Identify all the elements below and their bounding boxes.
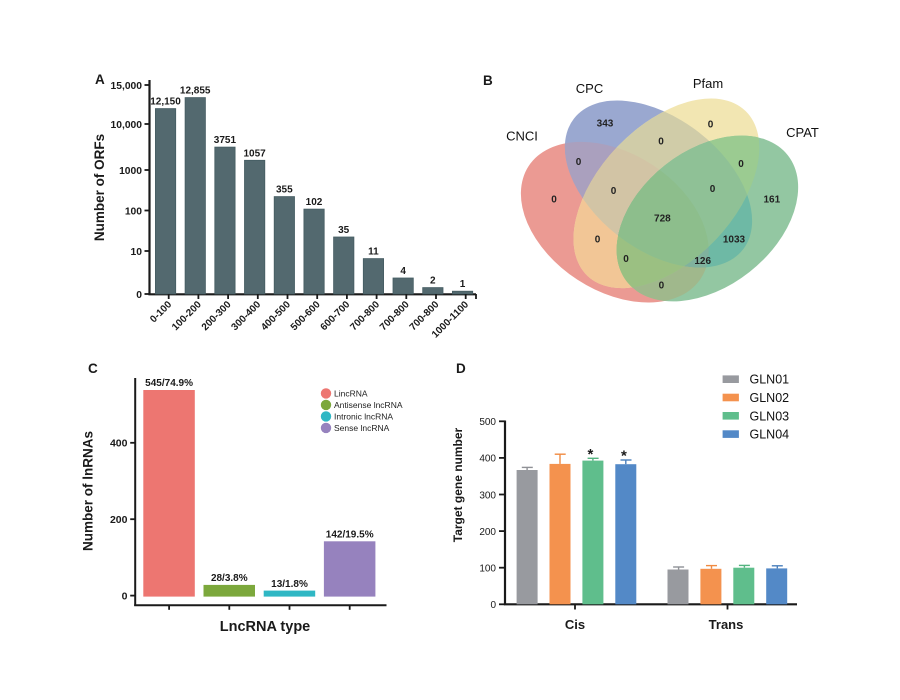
svg-text:Number of ORFs: Number of ORFs — [92, 134, 107, 241]
svg-text:0: 0 — [551, 194, 557, 205]
svg-text:300-400: 300-400 — [229, 299, 263, 333]
svg-text:Cis: Cis — [565, 617, 585, 632]
svg-text:400: 400 — [479, 454, 496, 465]
svg-text:0: 0 — [595, 234, 601, 245]
svg-text:Intronic lncRNA: Intronic lncRNA — [334, 411, 393, 421]
svg-text:400-500: 400-500 — [259, 299, 293, 333]
svg-text:142/19.5%: 142/19.5% — [326, 530, 374, 541]
svg-text:Sense lncRNA: Sense lncRNA — [334, 423, 390, 433]
svg-text:35: 35 — [338, 225, 350, 236]
svg-text:343: 343 — [597, 119, 614, 130]
svg-text:GLN01: GLN01 — [750, 373, 790, 387]
svg-text:2: 2 — [430, 276, 436, 287]
svg-text:100: 100 — [479, 564, 496, 575]
svg-text:1000: 1000 — [119, 166, 142, 177]
svg-text:126: 126 — [694, 256, 711, 267]
svg-text:1057: 1057 — [243, 148, 266, 159]
svg-text:4: 4 — [400, 266, 406, 277]
svg-text:0: 0 — [611, 186, 617, 197]
svg-text:0: 0 — [738, 159, 744, 170]
svg-text:200: 200 — [110, 514, 128, 526]
svg-text:Antisense lncRNA: Antisense lncRNA — [334, 400, 403, 410]
svg-text:0: 0 — [576, 157, 582, 168]
svg-text:0: 0 — [490, 600, 496, 611]
svg-text:CPC: CPC — [576, 81, 603, 96]
svg-text:728: 728 — [654, 214, 671, 225]
svg-text:3751: 3751 — [214, 135, 237, 146]
svg-text:A: A — [95, 72, 105, 87]
svg-text:10,000: 10,000 — [111, 120, 143, 131]
svg-text:CPAT: CPAT — [786, 125, 819, 140]
svg-text:28/3.8%: 28/3.8% — [211, 573, 248, 584]
svg-text:1033: 1033 — [723, 235, 746, 246]
svg-text:545/74.9%: 545/74.9% — [145, 378, 193, 389]
svg-text:C: C — [88, 361, 98, 376]
svg-text:1: 1 — [460, 279, 466, 290]
svg-text:Target gene number: Target gene number — [451, 427, 465, 542]
svg-text:15,000: 15,000 — [111, 81, 143, 92]
svg-text:100: 100 — [125, 206, 142, 217]
svg-text:10: 10 — [131, 247, 143, 258]
svg-text:0: 0 — [659, 281, 665, 292]
svg-text:0: 0 — [710, 184, 716, 195]
svg-text:13/1.8%: 13/1.8% — [271, 579, 308, 590]
svg-text:500: 500 — [479, 417, 496, 428]
svg-text:GLN02: GLN02 — [750, 391, 790, 405]
svg-text:0: 0 — [708, 120, 714, 131]
svg-text:12,855: 12,855 — [180, 86, 211, 97]
svg-text:700-800: 700-800 — [378, 299, 412, 333]
svg-text:161: 161 — [763, 194, 780, 205]
svg-text:*: * — [587, 446, 593, 463]
svg-text:300: 300 — [479, 490, 496, 501]
svg-text:700-800: 700-800 — [348, 299, 382, 333]
svg-text:B: B — [483, 73, 493, 88]
svg-text:*: * — [621, 448, 627, 465]
svg-text:Trans: Trans — [709, 617, 744, 632]
svg-text:400: 400 — [110, 438, 128, 450]
svg-text:11: 11 — [368, 247, 379, 258]
svg-text:LincRNA: LincRNA — [334, 388, 368, 398]
svg-text:Number of lnRNAs: Number of lnRNAs — [81, 431, 96, 551]
svg-text:CNCI: CNCI — [506, 129, 538, 144]
svg-text:600-700: 600-700 — [319, 299, 353, 333]
svg-text:0: 0 — [623, 254, 629, 265]
svg-text:0-100: 0-100 — [148, 299, 174, 325]
svg-text:Pfam: Pfam — [693, 76, 723, 91]
svg-text:355: 355 — [276, 185, 293, 196]
svg-text:102: 102 — [306, 197, 323, 208]
svg-text:LncRNA type: LncRNA type — [220, 619, 311, 635]
svg-text:100-200: 100-200 — [170, 299, 204, 333]
svg-text:D: D — [456, 361, 466, 376]
svg-text:500-600: 500-600 — [289, 299, 323, 333]
svg-text:200: 200 — [479, 527, 496, 538]
svg-text:0: 0 — [136, 290, 142, 301]
svg-text:12,150: 12,150 — [150, 97, 181, 108]
svg-text:GLN04: GLN04 — [750, 428, 790, 442]
svg-text:0: 0 — [122, 590, 128, 602]
svg-text:GLN03: GLN03 — [750, 409, 790, 423]
svg-text:0: 0 — [658, 137, 664, 148]
svg-text:200-300: 200-300 — [200, 299, 234, 333]
